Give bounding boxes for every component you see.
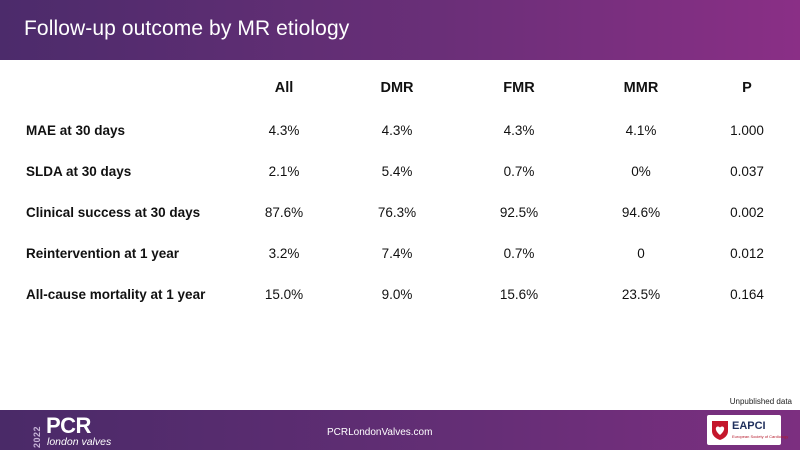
row-label: Clinical success at 30 days	[26, 205, 201, 220]
table-cell: 5.4%	[381, 164, 413, 179]
table-cell: 0.037	[730, 164, 764, 179]
table-cell: 15.6%	[499, 287, 539, 302]
table-cell: 0.164	[730, 287, 764, 302]
table-cell: 23.5%	[621, 287, 661, 302]
row-label: All-cause mortality at 1 year	[26, 287, 206, 302]
table-cell: 7.4%	[381, 246, 413, 261]
header-bar: Follow-up outcome by MR etiology	[0, 0, 800, 60]
table-row: Reintervention at 1 year 3.2% 7.4% 0.7% …	[26, 233, 786, 274]
eapci-subtext: European Society of Cardiology	[732, 434, 789, 439]
column-header: All	[274, 80, 294, 96]
table-header-row: All DMR FMR MMR P	[26, 80, 786, 110]
outcome-table: All DMR FMR MMR P MAE at 30 days 4.3% 4.…	[26, 80, 786, 315]
table-row: Clinical success at 30 days 87.6% 76.3% …	[26, 192, 786, 233]
table-cell: 4.3%	[381, 123, 413, 138]
table-cell: 3.2%	[268, 246, 300, 261]
row-label: Reintervention at 1 year	[26, 246, 180, 261]
table-cell: 76.3%	[377, 205, 417, 220]
table-cell: 15.0%	[264, 287, 304, 302]
table-row: SLDA at 30 days 2.1% 5.4% 0.7% 0% 0.037	[26, 151, 786, 192]
logo-subtitle: london valves	[47, 436, 112, 448]
table-cell: 4.1%	[625, 123, 657, 138]
table-cell: 92.5%	[499, 205, 539, 220]
table-cell: 0.7%	[503, 164, 535, 179]
unpublished-note: Unpublished data	[729, 397, 792, 406]
table-cell: 2.1%	[268, 164, 300, 179]
column-header: DMR	[380, 80, 414, 96]
table-cell: 4.3%	[268, 123, 300, 138]
column-header: FMR	[503, 80, 535, 96]
table-cell: 9.0%	[381, 287, 413, 302]
logo-word: PCR	[46, 413, 91, 438]
column-header: P	[742, 80, 752, 96]
header-cell-empty	[26, 80, 238, 110]
column-header: MMR	[623, 80, 659, 96]
pcr-london-valves-logo: 2022 PCR london valves	[16, 412, 126, 448]
slide-title: Follow-up outcome by MR etiology	[24, 17, 350, 40]
row-label: MAE at 30 days	[26, 123, 126, 138]
table-cell: 94.6%	[621, 205, 661, 220]
table-cell: 0.002	[730, 205, 764, 220]
footer-url: PCRLondonValves.com	[327, 427, 433, 438]
row-label: SLDA at 30 days	[26, 164, 132, 179]
table-cell: 87.6%	[264, 205, 304, 220]
eapci-logo: EAPCI European Society of Cardiology	[707, 415, 788, 445]
table-cell: 4.3%	[503, 123, 535, 138]
table-cell: 0.012	[730, 246, 764, 261]
table-cell: 0.7%	[503, 246, 535, 261]
footer-bar: 2022 PCR london valves PCRLondonValves.c…	[0, 410, 800, 450]
eapci-wordmark: EAPCI	[732, 420, 766, 432]
table-cell: 1.000	[730, 123, 764, 138]
table-row: MAE at 30 days 4.3% 4.3% 4.3% 4.1% 1.000	[26, 110, 786, 151]
logo-year: 2022	[32, 425, 42, 448]
table-row: All-cause mortality at 1 year 15.0% 9.0%…	[26, 274, 786, 315]
table-cell: 0%	[631, 164, 651, 179]
heart-shield-icon	[712, 421, 728, 440]
table-cell: 0	[637, 246, 645, 261]
